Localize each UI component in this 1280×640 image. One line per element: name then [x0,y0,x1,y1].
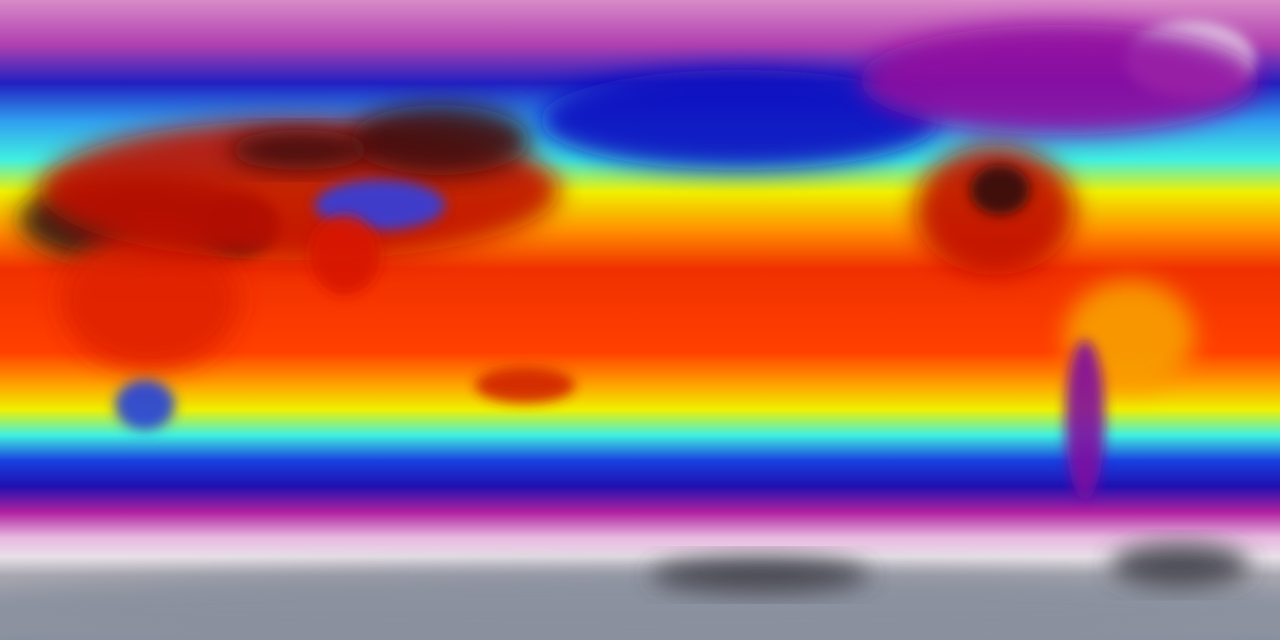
siberia-dark-region [350,105,530,175]
regions-layer [0,22,1280,640]
africa-red-region [60,230,240,370]
siberia-dark-region [230,130,370,170]
antarctica-dark-region [1110,543,1250,587]
arctic-canada-region [860,25,1260,135]
india-red-region [310,215,380,295]
north-america-dark-region [970,165,1030,215]
north-pacific-cold-region [540,70,940,170]
antarctica-dark-region [650,557,870,593]
southern-africa-cool-region [115,380,175,430]
australia-red-region [475,367,575,403]
antarctica-gray-region [0,570,1280,640]
andes-cold-region [1065,340,1105,500]
